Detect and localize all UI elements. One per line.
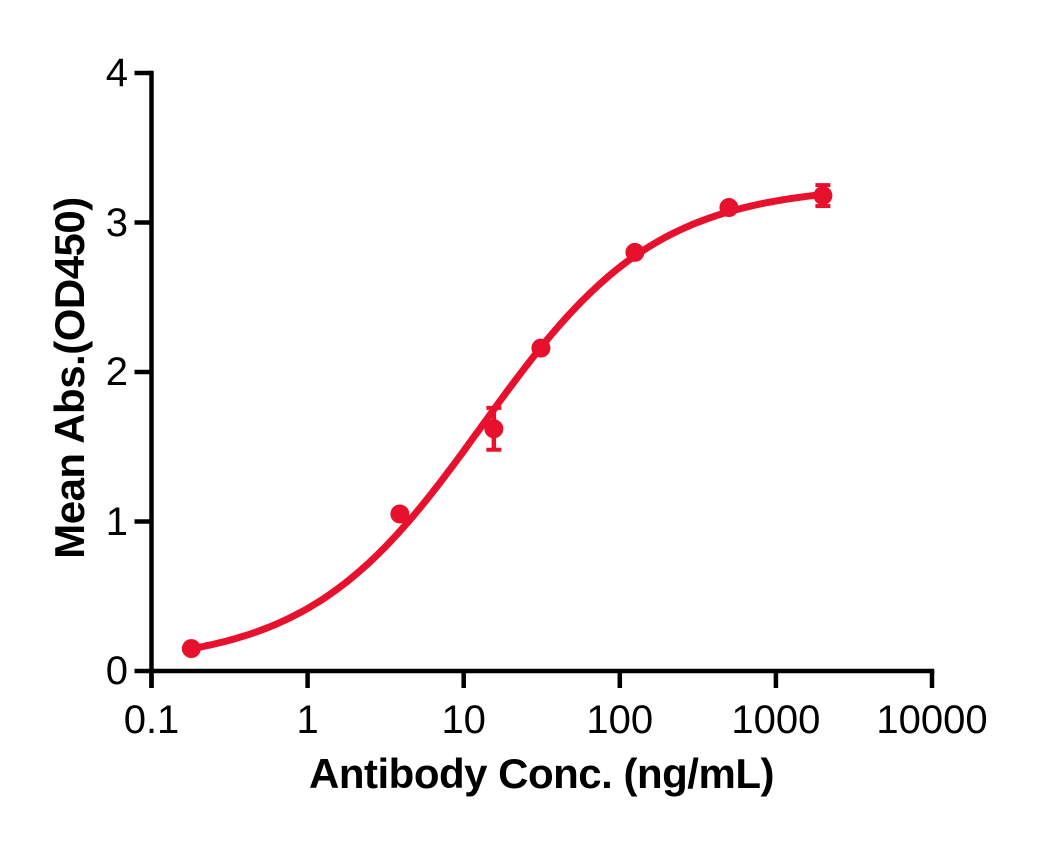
data-point-4 — [625, 242, 645, 262]
y-axis-title: Mean Abs.(OD450) — [46, 197, 93, 559]
data-point-3 — [531, 338, 551, 358]
x-axis-title: Antibody Conc. (ng/mL) — [309, 750, 774, 797]
data-point-5 — [719, 198, 739, 218]
data-point-0 — [181, 639, 201, 659]
data-point-1 — [390, 504, 410, 524]
fit-curve — [187, 191, 827, 653]
data-point-6 — [813, 186, 833, 206]
data-point-2 — [484, 419, 504, 439]
